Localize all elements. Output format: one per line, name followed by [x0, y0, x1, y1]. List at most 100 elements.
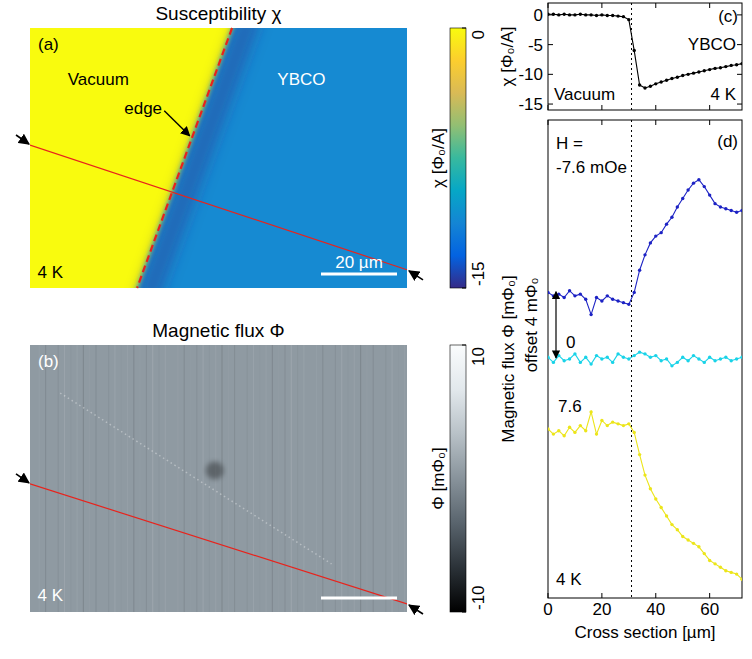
point: [638, 83, 641, 86]
streak: [329, 345, 330, 612]
streak: [51, 345, 52, 612]
point: [616, 352, 619, 355]
point: [659, 506, 662, 509]
series-line: [548, 352, 742, 366]
point: [654, 497, 657, 500]
streak: [341, 345, 342, 612]
streak: [64, 345, 65, 612]
point: [654, 234, 657, 237]
panel-title: Magnetic flux Φ: [152, 320, 284, 341]
streak: [404, 345, 405, 612]
streak: [184, 345, 185, 612]
point: [708, 68, 711, 71]
streak: [297, 345, 298, 612]
point: [606, 14, 609, 17]
x-tick-label: 40: [646, 600, 665, 619]
point: [622, 356, 625, 359]
point: [562, 359, 565, 362]
streak: [240, 345, 241, 612]
colorbar-tick-label: 0: [469, 30, 488, 39]
point: [548, 427, 550, 430]
streak: [196, 345, 197, 612]
point: [740, 62, 742, 65]
streak: [228, 345, 229, 612]
streak: [89, 345, 90, 612]
x-tick: [548, 120, 549, 125]
streak: [177, 345, 178, 612]
point: [692, 542, 695, 545]
colorbar-tick: [462, 288, 466, 289]
point: [638, 453, 641, 456]
point: [740, 578, 742, 581]
streak: [83, 345, 84, 612]
point: [665, 514, 668, 517]
streak: [278, 345, 279, 612]
streak: [303, 345, 304, 612]
streak: [165, 345, 166, 612]
point: [611, 420, 614, 423]
point: [708, 193, 711, 196]
point: [681, 74, 684, 77]
colorbar: [450, 28, 466, 288]
panel-letter: (d): [717, 132, 738, 151]
point: [670, 364, 673, 367]
colorbar-tick: [462, 345, 466, 346]
point: [606, 294, 609, 297]
point: [622, 301, 625, 304]
y-axis-title: χ [Φ₀/A]: [498, 27, 517, 87]
point: [579, 424, 582, 427]
point: [573, 294, 576, 297]
faint-edge: [60, 393, 331, 564]
point: [740, 209, 742, 212]
point: [670, 216, 673, 219]
point: [562, 13, 565, 16]
streak: [316, 345, 317, 612]
point: [719, 66, 722, 69]
streak: [146, 345, 147, 612]
annotation: 4 K: [710, 85, 736, 104]
point: [595, 354, 598, 357]
point: [670, 523, 673, 526]
region: [133, 28, 407, 288]
point: [548, 291, 550, 294]
point: [595, 296, 598, 299]
point: [562, 296, 565, 299]
point: [724, 569, 727, 572]
colorbar-tick-label: -10: [469, 585, 488, 610]
streak: [373, 345, 374, 612]
edge-line: [631, 3, 632, 110]
point: [589, 410, 592, 413]
streak: [70, 345, 71, 612]
image: [30, 345, 407, 612]
region-label: Vacuum: [68, 70, 129, 89]
streak: [45, 345, 46, 612]
y-tick-label: -5: [528, 36, 543, 55]
streak: [247, 345, 248, 612]
point: [735, 210, 738, 213]
point: [557, 13, 560, 16]
series-label: 0: [566, 333, 575, 352]
streak: [140, 345, 141, 612]
edge-line: [631, 120, 632, 598]
point: [627, 422, 630, 425]
point: [622, 15, 625, 18]
point: [686, 188, 689, 191]
point: [676, 361, 679, 364]
streak: [102, 345, 103, 612]
point: [670, 77, 673, 80]
y-tick-label: -10: [518, 65, 543, 84]
point: [730, 359, 733, 362]
point: [638, 269, 641, 272]
point: [616, 14, 619, 17]
point: [659, 359, 662, 362]
cut-arrow: [409, 271, 423, 280]
x-tick: [709, 120, 710, 125]
spot: [206, 461, 224, 479]
annotation: 4 K: [556, 570, 582, 589]
point: [548, 356, 550, 359]
point: [557, 429, 560, 432]
streak: [322, 345, 323, 612]
point: [568, 426, 571, 429]
point: [627, 357, 630, 360]
point: [552, 361, 555, 364]
